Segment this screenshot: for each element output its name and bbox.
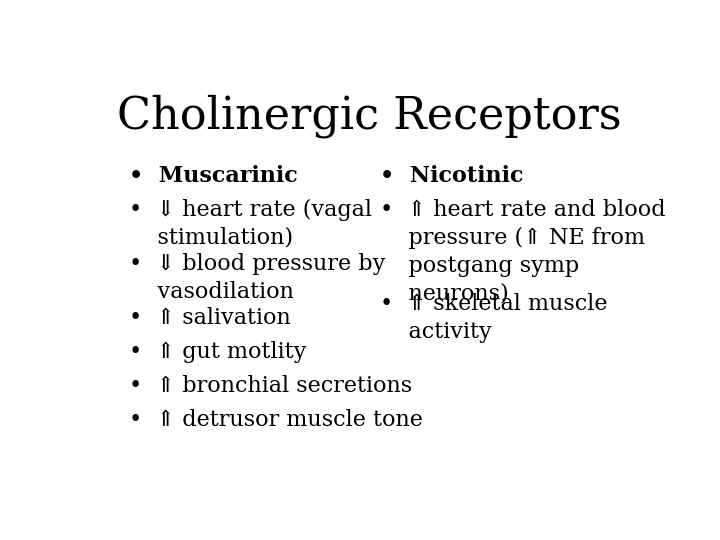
Text: •  ⇑ bronchial secretions: • ⇑ bronchial secretions bbox=[129, 375, 412, 397]
Text: •  ⇑ detrusor muscle tone: • ⇑ detrusor muscle tone bbox=[129, 409, 423, 431]
Text: •  ⇑ heart rate and blood
    pressure (⇑ NE from
    postgang symp
    neurons): • ⇑ heart rate and blood pressure (⇑ NE … bbox=[380, 199, 666, 305]
Text: •  ⇓ heart rate (vagal
    stimulation): • ⇓ heart rate (vagal stimulation) bbox=[129, 199, 372, 249]
Text: •  ⇑ skeletal muscle
    activity: • ⇑ skeletal muscle activity bbox=[380, 293, 608, 342]
Text: Cholinergic Receptors: Cholinergic Receptors bbox=[117, 94, 621, 138]
Text: •  ⇑ salivation: • ⇑ salivation bbox=[129, 307, 291, 329]
Text: •  Nicotinic: • Nicotinic bbox=[380, 165, 523, 187]
Text: •  Muscarinic: • Muscarinic bbox=[129, 165, 298, 187]
Text: •  ⇓ blood pressure by
    vasodilation: • ⇓ blood pressure by vasodilation bbox=[129, 253, 385, 303]
Text: •  ⇑ gut motlity: • ⇑ gut motlity bbox=[129, 341, 307, 363]
